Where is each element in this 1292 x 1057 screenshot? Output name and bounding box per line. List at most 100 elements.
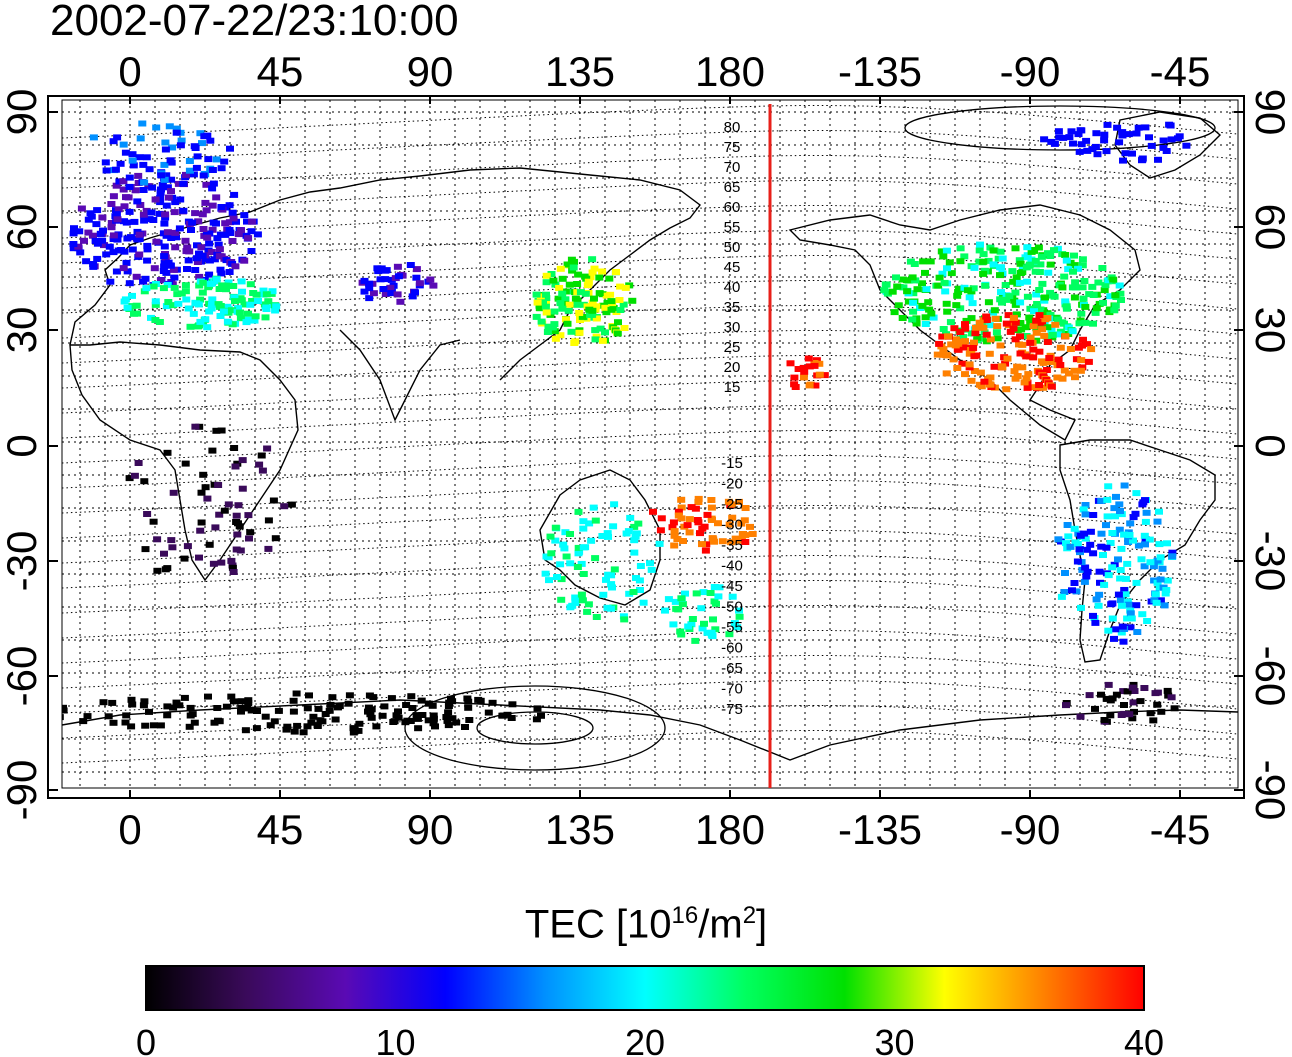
tec-point bbox=[589, 504, 598, 511]
tec-point bbox=[175, 702, 184, 709]
tec-point bbox=[881, 281, 890, 288]
tec-point bbox=[161, 214, 170, 221]
tec-point bbox=[1097, 543, 1106, 550]
tec-point bbox=[309, 713, 318, 720]
contour-line bbox=[62, 654, 1238, 689]
tec-point bbox=[1099, 299, 1107, 306]
tec-point bbox=[698, 525, 707, 532]
tec-point bbox=[266, 722, 275, 729]
tec-point bbox=[1119, 688, 1128, 695]
tec-point bbox=[193, 259, 202, 265]
tec-point bbox=[591, 555, 600, 562]
tec-point bbox=[1089, 292, 1098, 298]
tec-point bbox=[1078, 262, 1087, 269]
tec-point bbox=[913, 286, 922, 293]
tec-point bbox=[227, 557, 236, 564]
tec-point bbox=[985, 350, 994, 357]
bottom-axis-label: -45 bbox=[1150, 806, 1211, 853]
tec-point bbox=[1054, 536, 1063, 543]
tec-point bbox=[122, 259, 131, 266]
tec-point bbox=[406, 262, 415, 268]
tec-point bbox=[412, 712, 421, 719]
contour-label: -60 bbox=[721, 640, 743, 657]
tec-point bbox=[565, 301, 574, 308]
tec-point bbox=[548, 324, 557, 331]
tec-point bbox=[1132, 130, 1141, 137]
tec-point bbox=[1083, 147, 1092, 154]
tec-point bbox=[99, 227, 107, 234]
tec-point bbox=[1002, 386, 1011, 393]
tec-point bbox=[949, 356, 958, 363]
tec-point bbox=[121, 149, 130, 156]
tec-point bbox=[1043, 315, 1052, 321]
contour-label: -70 bbox=[721, 681, 743, 698]
contour-line bbox=[62, 604, 1238, 639]
tec-point bbox=[970, 353, 979, 360]
tec-point bbox=[553, 574, 561, 580]
tec-point bbox=[904, 298, 913, 305]
tec-point bbox=[1159, 137, 1168, 144]
tec-point bbox=[163, 565, 172, 572]
tec-point bbox=[970, 368, 979, 374]
tec-point bbox=[921, 314, 930, 321]
tec-point bbox=[1105, 309, 1114, 316]
tec-point bbox=[1077, 357, 1086, 364]
contour-label: -50 bbox=[721, 599, 743, 616]
tec-point bbox=[1168, 553, 1177, 560]
axis-tick bbox=[48, 445, 58, 447]
tec-point bbox=[162, 202, 171, 209]
tec-point bbox=[228, 209, 237, 216]
tec-point bbox=[1073, 540, 1082, 547]
tec-point bbox=[447, 695, 455, 702]
tec-point bbox=[401, 719, 410, 726]
tec-point bbox=[216, 313, 225, 319]
tec-point bbox=[943, 308, 952, 315]
tec-point bbox=[1103, 496, 1112, 503]
tec-point bbox=[607, 581, 616, 588]
tec-point bbox=[1044, 250, 1052, 257]
tec-point bbox=[967, 377, 976, 384]
tec-point bbox=[378, 712, 387, 719]
contour-line bbox=[62, 479, 1238, 514]
top-axis-label: -135 bbox=[838, 48, 922, 95]
tec-point bbox=[1126, 610, 1135, 617]
tec-point bbox=[262, 304, 271, 311]
tec-point bbox=[965, 294, 974, 301]
tec-point bbox=[1128, 715, 1137, 722]
tec-point bbox=[237, 227, 245, 234]
tec-point bbox=[424, 717, 433, 724]
tec-point bbox=[556, 561, 565, 568]
tec-point bbox=[412, 274, 421, 281]
tec-point bbox=[575, 329, 584, 336]
tec-point bbox=[237, 698, 246, 705]
contour-label: 75 bbox=[724, 139, 741, 156]
tec-point bbox=[590, 295, 598, 302]
tec-point bbox=[544, 323, 553, 330]
tec-point bbox=[143, 246, 152, 253]
tec-point bbox=[956, 329, 965, 335]
tec-point bbox=[1155, 508, 1163, 515]
tec-point bbox=[1158, 565, 1167, 572]
tec-point bbox=[1149, 717, 1158, 724]
tec-point bbox=[551, 524, 560, 531]
tec-point bbox=[159, 285, 168, 292]
tec-point bbox=[1009, 314, 1018, 321]
tec-point bbox=[213, 235, 222, 242]
tec-point bbox=[1061, 570, 1069, 576]
tec-point bbox=[551, 335, 560, 342]
tec-point bbox=[571, 594, 580, 601]
tec-point bbox=[563, 261, 572, 268]
tec-point bbox=[566, 531, 574, 537]
tec-point bbox=[214, 482, 223, 488]
tec-point bbox=[1103, 121, 1112, 128]
tec-point bbox=[215, 246, 224, 253]
tec-point bbox=[1015, 279, 1024, 286]
tec-point bbox=[221, 220, 230, 227]
contour-label: -45 bbox=[721, 578, 743, 595]
tec-point bbox=[290, 728, 299, 735]
tec-point bbox=[565, 281, 574, 288]
colorbar-tick-label: 40 bbox=[1124, 1022, 1164, 1057]
tec-point bbox=[1035, 269, 1044, 275]
tec-point bbox=[119, 141, 128, 148]
